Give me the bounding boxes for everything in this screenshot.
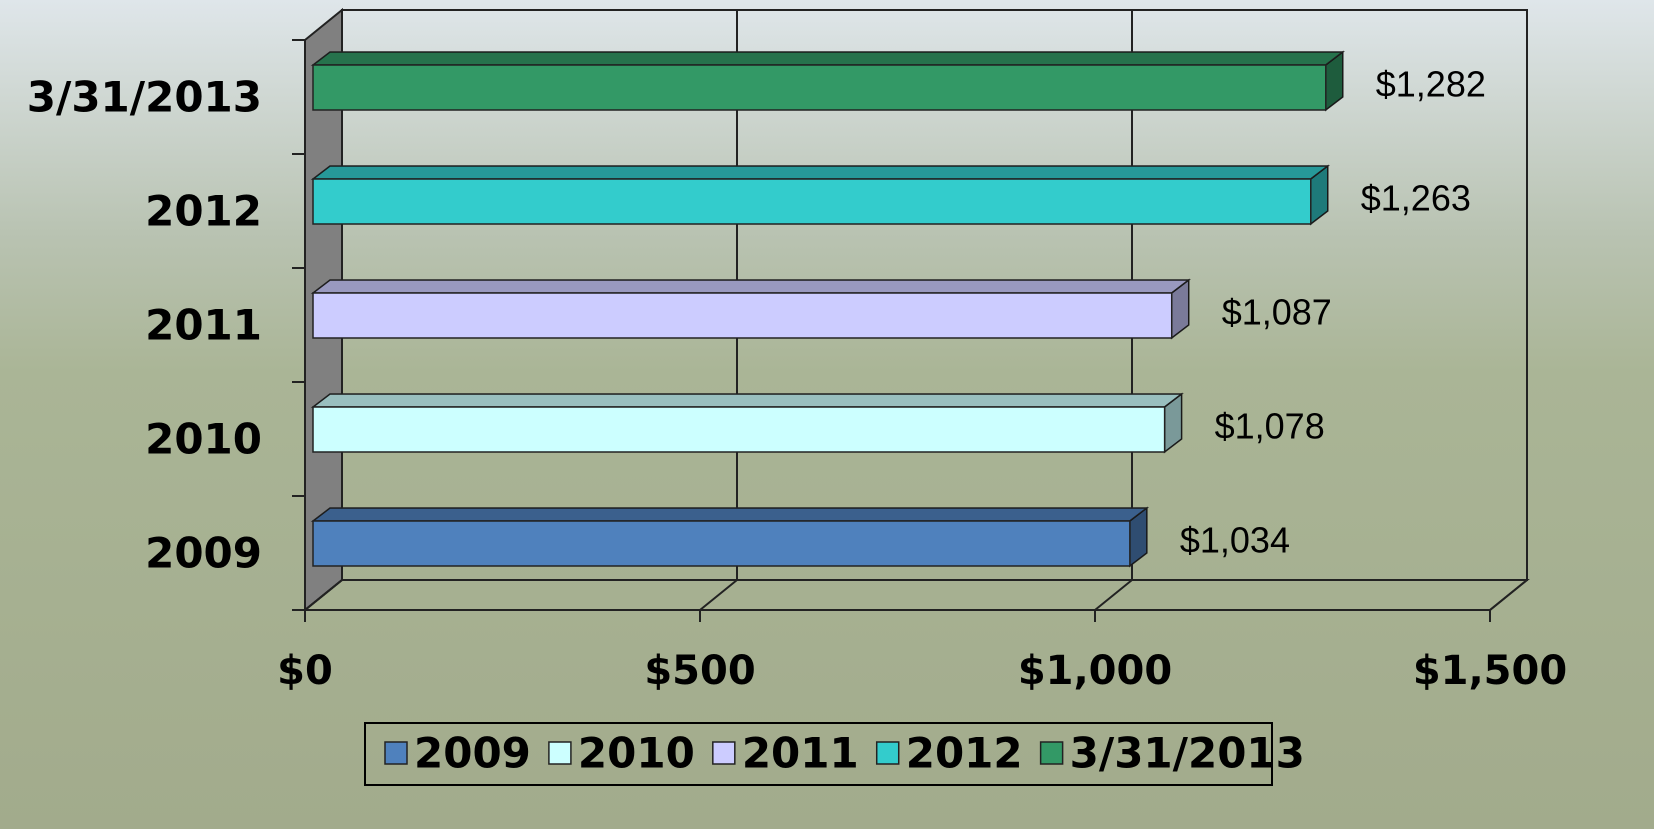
bar-top-shade: [313, 280, 1189, 293]
bar-top-shade: [313, 394, 1182, 407]
y-tick-label: 2009: [145, 529, 262, 578]
bar: [312, 406, 1166, 453]
y-tick-label: 2010: [145, 415, 262, 464]
value-label: $1,087: [1222, 292, 1332, 333]
value-label: $1,078: [1215, 406, 1325, 447]
legend-label: 2011: [742, 729, 859, 778]
legend-swatch: [875, 741, 900, 765]
value-label: $1,282: [1376, 64, 1486, 105]
bar-top-shade: [313, 52, 1343, 65]
floor-grid-line: [304, 579, 343, 611]
legend-swatch: [548, 741, 572, 765]
legend-label: 2009: [414, 729, 531, 778]
bar-top-shade: [313, 508, 1147, 521]
floor-grid-line: [1489, 579, 1528, 611]
floor-grid-line: [1094, 579, 1133, 611]
bar: [312, 178, 1312, 225]
bar: [312, 520, 1131, 567]
legend-swatch: [384, 741, 408, 765]
bar-top-shade: [313, 166, 1328, 179]
legend-swatch: [712, 741, 736, 765]
legend-label: 2012: [906, 729, 1023, 778]
value-label: $1,034: [1180, 520, 1290, 561]
bar: [312, 64, 1327, 111]
y-tick-label: 2011: [145, 301, 262, 350]
bar: [312, 292, 1173, 339]
y-tick-label: 2012: [145, 187, 262, 236]
bar-side-shade: [1171, 280, 1189, 338]
value-label: $1,263: [1361, 178, 1471, 219]
floor-grid-line: [699, 579, 738, 611]
bar-side-shade: [1325, 52, 1343, 110]
bar-side-shade: [1129, 508, 1147, 566]
y-tick-label: 3/31/2013: [27, 73, 262, 122]
legend-swatch: [1039, 741, 1064, 765]
bar-side-shade: [1164, 394, 1182, 452]
x-tick-label: $1,000: [1018, 648, 1172, 694]
x-tick-label: $0: [277, 648, 333, 694]
legend-label: 3/31/2013: [1070, 729, 1305, 778]
legend-label: 2010: [578, 729, 695, 778]
bar-side-shade: [1310, 166, 1328, 224]
legend-box: [364, 722, 1273, 786]
x-tick-label: $500: [644, 648, 755, 694]
x-tick-label: $1,500: [1413, 648, 1567, 694]
